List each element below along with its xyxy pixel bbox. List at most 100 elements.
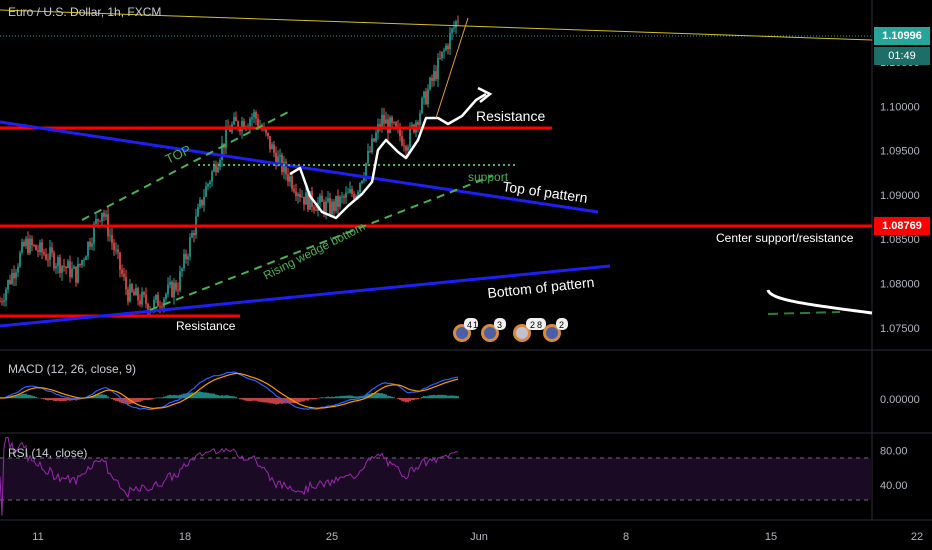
macd-histogram-bar <box>107 397 109 399</box>
candle-body <box>291 176 293 189</box>
candle-body <box>97 219 99 221</box>
candle-body <box>21 242 23 253</box>
macd-histogram-bar <box>115 398 117 401</box>
candle-body <box>181 268 183 271</box>
candle-body <box>187 256 189 259</box>
macd-histogram-bar <box>103 395 105 399</box>
macd-histogram-bar <box>351 396 353 399</box>
macd-histogram-bar <box>117 398 119 401</box>
macd-histogram-bar <box>307 398 309 401</box>
candle-body <box>25 239 27 246</box>
candle-body <box>391 117 393 123</box>
event-badge-count-5: 8 <box>537 320 542 330</box>
candle-body <box>127 289 129 301</box>
event-badge-group-2[interactable]: 3 <box>481 318 506 342</box>
candle-body <box>77 264 79 283</box>
macd-histogram-bar <box>231 396 233 398</box>
top-of-pattern-label: Top of pattern <box>502 178 589 206</box>
macd-histogram-bar <box>305 398 307 400</box>
macd-histogram-bar <box>347 396 349 399</box>
macd-histogram-bar <box>431 395 433 398</box>
candle-body <box>95 219 97 224</box>
event-badge-count-4: 2 <box>530 320 535 330</box>
macd-histogram-bar <box>37 398 39 399</box>
event-badges[interactable]: 4 1 3 2 8 2 <box>453 318 568 342</box>
candle-body <box>81 260 83 265</box>
macd-histogram-bar <box>413 398 415 400</box>
candle-body <box>193 233 195 235</box>
candle-body <box>143 292 145 295</box>
macd-histogram-bar <box>235 397 237 398</box>
time-tick-label: 22 <box>911 531 923 543</box>
symbol-title[interactable]: Euro / U.S. Dollar, 1h, FXCM <box>8 5 161 19</box>
candle-body <box>139 300 141 304</box>
candle-body <box>433 71 435 81</box>
macd-histogram-bar <box>19 395 21 399</box>
candle-body <box>389 117 391 133</box>
candle-body <box>453 27 455 28</box>
macd-histogram-bar <box>251 398 253 401</box>
candle-body <box>321 196 323 202</box>
candle-body <box>17 267 19 273</box>
candle-body <box>165 294 167 299</box>
candle-body <box>429 78 431 90</box>
event-badge-group-4[interactable]: 2 <box>543 318 568 342</box>
macd-histogram-bar <box>341 396 343 398</box>
price-tick-label: 1.07500 <box>880 323 920 335</box>
price-tick-label: 1.09000 <box>880 190 920 202</box>
candle-body <box>7 280 9 289</box>
candle-body <box>169 282 171 285</box>
candle-body <box>185 254 187 259</box>
candle-body <box>405 146 407 150</box>
macd-histogram-bar <box>139 398 141 402</box>
macd-histogram-bar <box>423 396 425 398</box>
candle-body <box>99 221 101 222</box>
event-badge-group-3[interactable]: 2 8 <box>513 318 546 342</box>
candle-body <box>287 174 289 182</box>
candle-body <box>393 122 395 123</box>
macd-histogram-bar <box>207 393 209 399</box>
candle-body <box>273 144 275 152</box>
macd-histogram-bar <box>99 394 101 398</box>
macd-histogram-bar <box>65 398 67 401</box>
candle-body <box>401 136 403 145</box>
macd-histogram-bar <box>25 394 27 398</box>
rsi-title[interactable]: RSI (14, close) <box>8 446 87 460</box>
macd-histogram-bar <box>215 395 217 399</box>
macd-histogram-bar <box>47 398 49 400</box>
macd-histogram-bar <box>259 398 261 402</box>
macd-title[interactable]: MACD (12, 26, close, 9) <box>8 362 136 376</box>
candle-body <box>361 181 363 183</box>
candle-body <box>197 207 199 216</box>
macd-histogram-bar <box>439 395 441 398</box>
candle-body <box>337 196 339 207</box>
countdown-tag: 01:49 <box>874 47 930 65</box>
time-tick-label: 11 <box>32 531 43 543</box>
candle-body <box>203 197 205 206</box>
candle-body <box>233 117 235 124</box>
macd-histogram-bar <box>311 398 313 399</box>
candle-body <box>423 91 425 98</box>
macd-histogram-bar <box>455 396 457 399</box>
candle-body <box>173 283 175 297</box>
candle-body <box>35 245 37 250</box>
candle-body <box>55 266 57 268</box>
rsi-tick-label: 40.00 <box>880 480 908 492</box>
wedge-label: Rising wedge bottom <box>261 219 367 282</box>
candle-body <box>359 183 361 192</box>
macd-histogram-bar <box>43 398 45 399</box>
candle-body <box>111 235 113 242</box>
event-badge-group-1[interactable]: 4 1 <box>453 318 478 342</box>
macd-histogram-bar <box>425 396 427 398</box>
macd-histogram-bar <box>309 398 311 399</box>
candle-body <box>319 196 321 203</box>
candle-body <box>75 267 77 283</box>
candle-body <box>71 269 73 277</box>
event-badge-count-6: 2 <box>559 320 564 330</box>
macd-histogram-bar <box>415 398 417 399</box>
macd-histogram-bar <box>355 396 357 398</box>
candle-body <box>63 266 65 267</box>
macd-histogram-bar <box>297 398 299 403</box>
candle-body <box>175 283 177 290</box>
